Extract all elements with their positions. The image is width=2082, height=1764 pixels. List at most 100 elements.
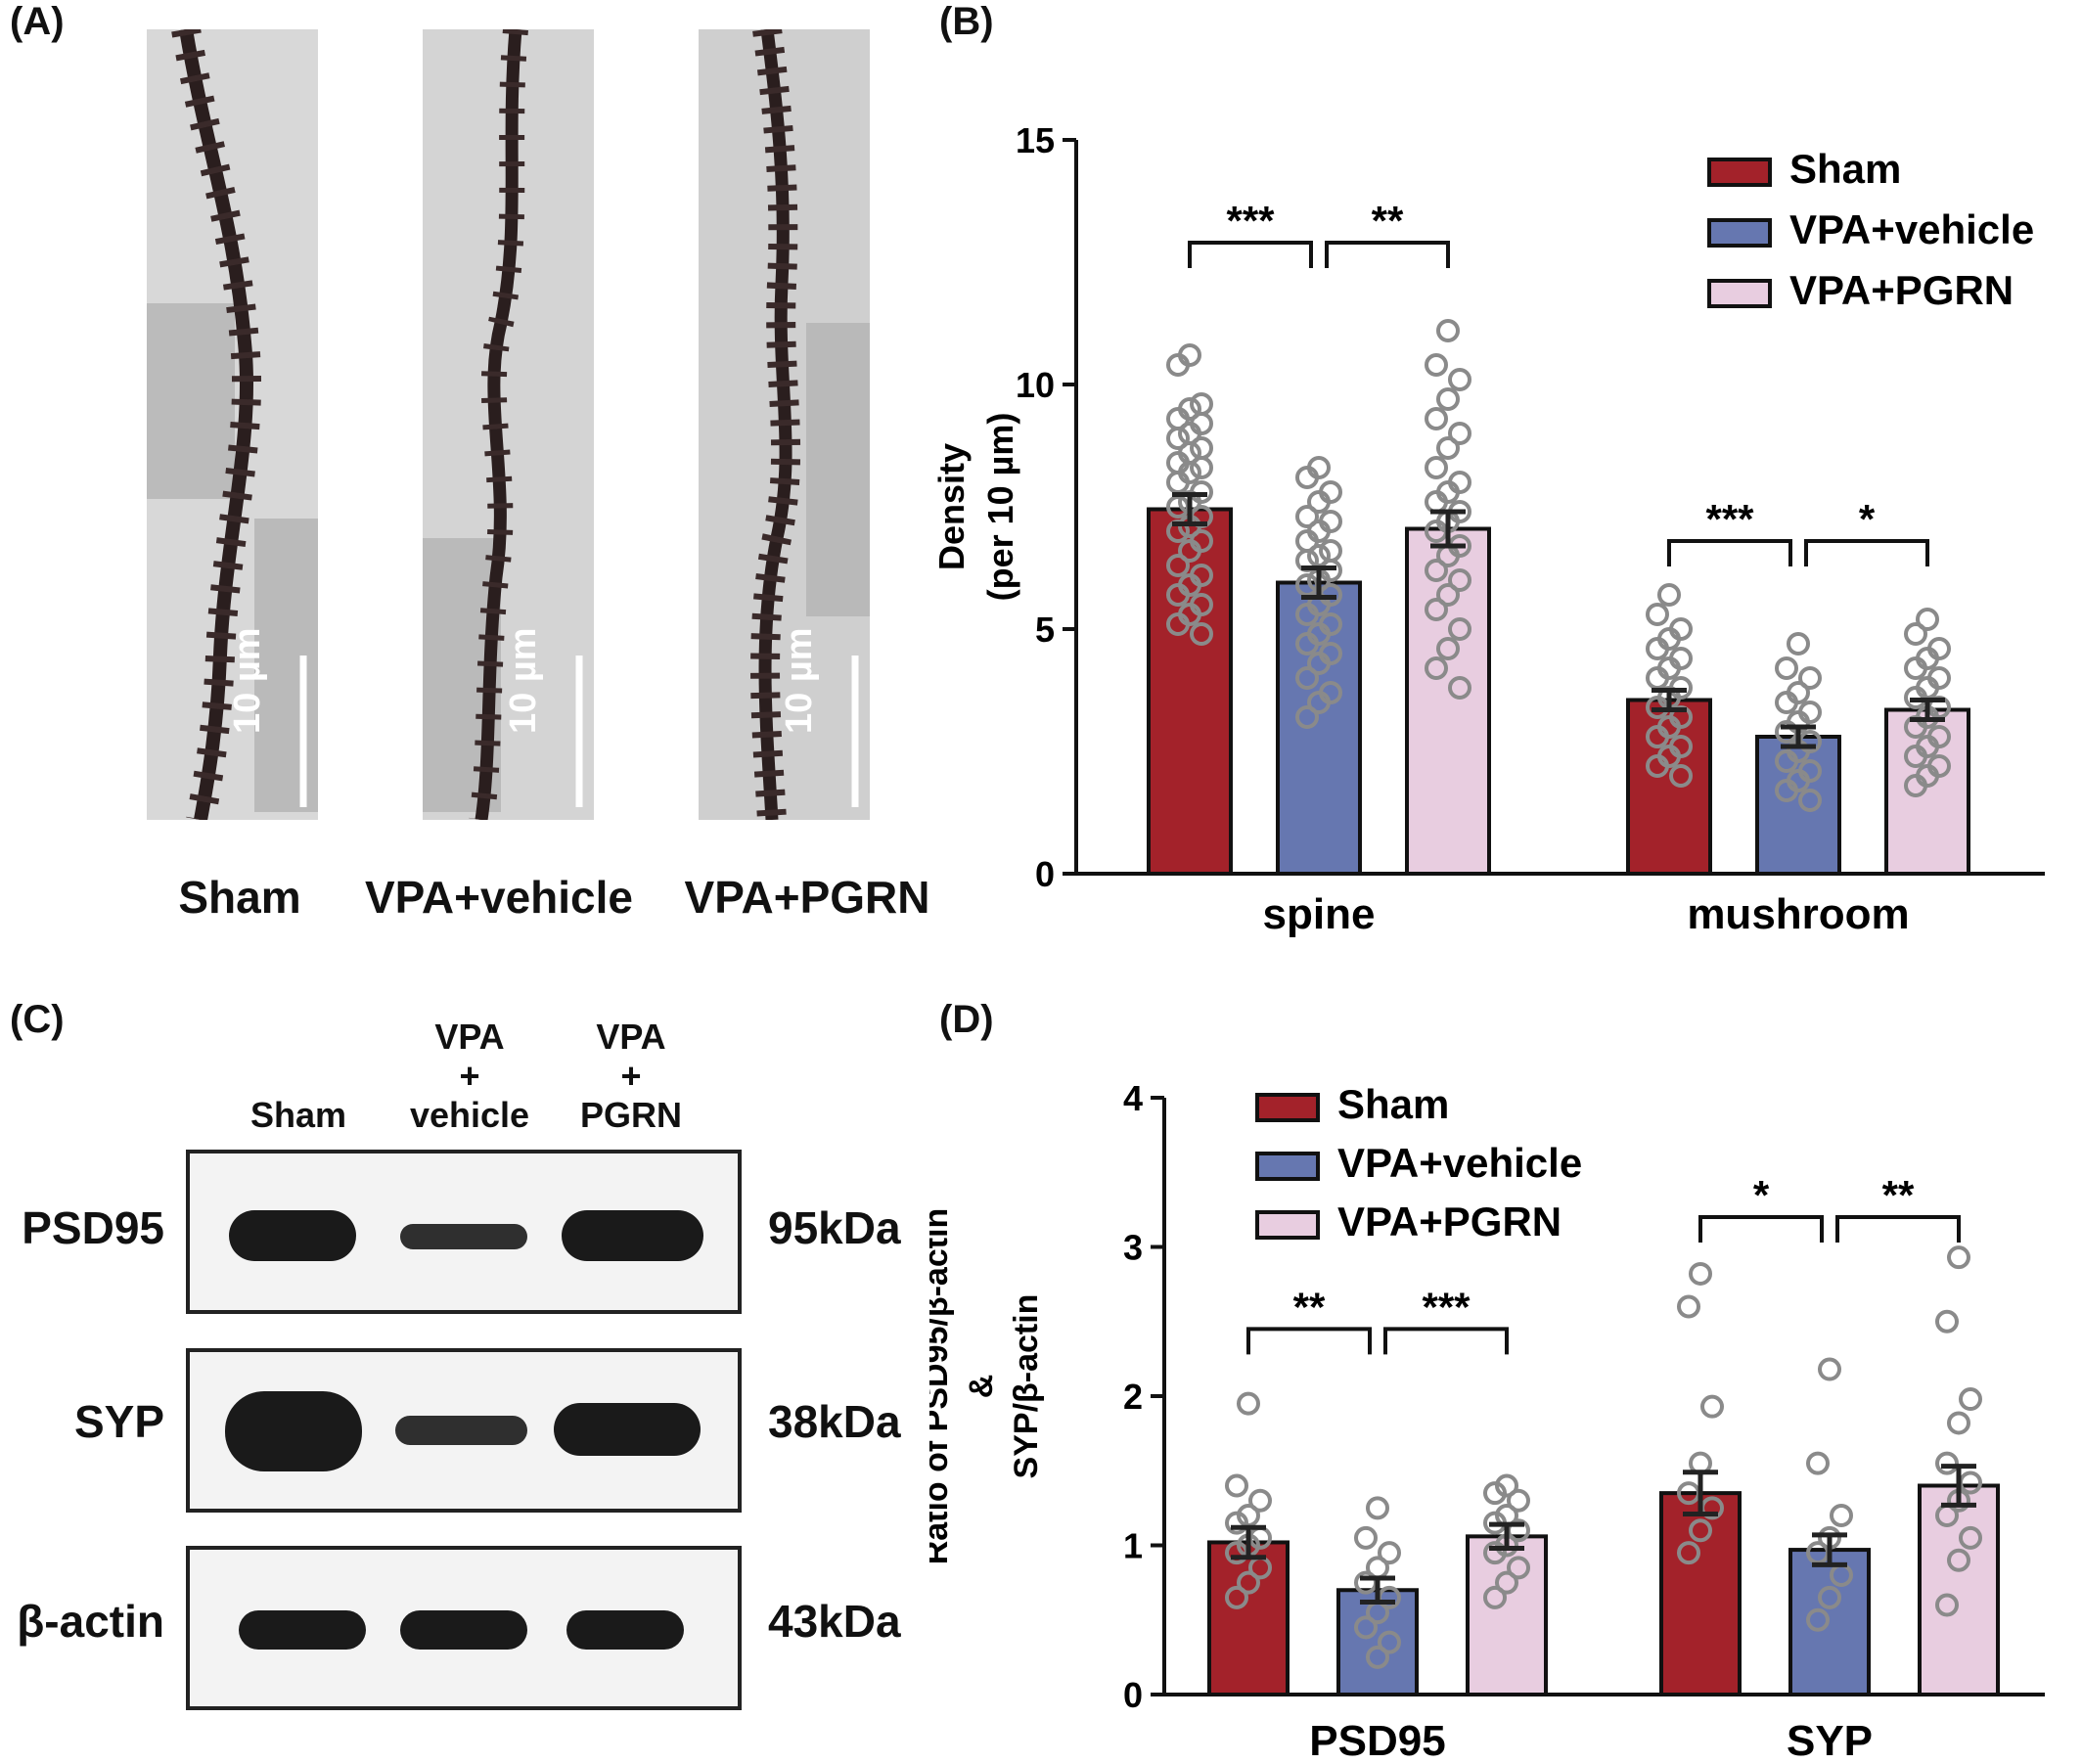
data-point bbox=[1677, 1294, 1700, 1319]
data-point bbox=[1166, 554, 1190, 577]
data-point bbox=[1436, 637, 1460, 660]
blot-band bbox=[395, 1416, 527, 1445]
legend-swatch-vpa-vehicle bbox=[1707, 218, 1772, 248]
significance-label: *** bbox=[1705, 496, 1754, 542]
blot-strip-psd95 bbox=[186, 1150, 742, 1314]
x-category-label-syp: SYP bbox=[1787, 1717, 1873, 1761]
data-point bbox=[1436, 387, 1460, 411]
panel-label-d: (D) bbox=[939, 998, 994, 1041]
data-point bbox=[1904, 622, 1927, 646]
data-point bbox=[1166, 612, 1190, 636]
data-point bbox=[1483, 1541, 1507, 1565]
y-tick-label: 1 bbox=[1123, 1526, 1143, 1566]
significance-bracket bbox=[1246, 1327, 1372, 1355]
data-point bbox=[1166, 583, 1190, 607]
significance-bracket bbox=[1835, 1215, 1961, 1243]
significance-label: ** bbox=[1372, 198, 1404, 244]
micrograph-caption-vpa-pgrn: VPA+PGRN bbox=[684, 872, 930, 923]
data-point bbox=[1295, 466, 1319, 489]
bar-vpa-vehicle-spine bbox=[1276, 580, 1362, 876]
x-category-label-psd95: PSD95 bbox=[1309, 1717, 1445, 1761]
data-point bbox=[1425, 598, 1448, 621]
data-point bbox=[1775, 691, 1798, 714]
data-point bbox=[1190, 392, 1213, 416]
bar-sham-syp bbox=[1659, 1491, 1742, 1696]
data-point bbox=[1775, 779, 1798, 802]
legend-swatch-vpa-pgrn bbox=[1707, 279, 1772, 308]
bar-sham-mushroom bbox=[1626, 698, 1712, 876]
legend-swatch-sham bbox=[1707, 158, 1772, 187]
data-point bbox=[1448, 568, 1471, 592]
legend-swatch-vpa-pgrn bbox=[1255, 1210, 1320, 1240]
data-point bbox=[1646, 603, 1669, 626]
y-tick-label: 15 bbox=[1016, 120, 1055, 160]
legend-swatch-sham bbox=[1255, 1093, 1320, 1122]
micrograph-caption-sham: Sham bbox=[178, 872, 301, 923]
blot-column-header-sham: Sham bbox=[249, 1095, 347, 1135]
data-point bbox=[1818, 1585, 1841, 1609]
data-point bbox=[1935, 1451, 1959, 1475]
data-point bbox=[1904, 745, 1927, 768]
panel-label-a: (A) bbox=[10, 0, 65, 43]
significance-bracket bbox=[1698, 1215, 1824, 1243]
data-point bbox=[1798, 789, 1822, 812]
data-point bbox=[1669, 764, 1693, 788]
data-point bbox=[1448, 676, 1471, 700]
data-point bbox=[1689, 1261, 1712, 1286]
data-point bbox=[1806, 1607, 1830, 1632]
y-axis-label: & bbox=[963, 1375, 1000, 1399]
data-point bbox=[1319, 539, 1342, 563]
blot-row-kda-beta-actin: 43kDa bbox=[768, 1596, 901, 1647]
data-point bbox=[1354, 1525, 1378, 1550]
blot-row-name-beta-actin: β-actin bbox=[17, 1596, 164, 1647]
significance-label: *** bbox=[1226, 198, 1275, 244]
data-point bbox=[1495, 1473, 1518, 1498]
data-point bbox=[1425, 353, 1448, 377]
blot-band bbox=[554, 1403, 701, 1456]
data-point bbox=[1904, 656, 1927, 680]
data-point bbox=[1700, 1394, 1724, 1419]
blot-band bbox=[225, 1391, 362, 1471]
data-point bbox=[1646, 725, 1669, 748]
blot-band bbox=[400, 1224, 527, 1249]
data-point bbox=[1646, 637, 1669, 660]
scale-bar-label: 10 µm bbox=[227, 627, 268, 734]
data-point bbox=[1436, 436, 1460, 460]
bar-vpa-vehicle-mushroom bbox=[1755, 735, 1841, 876]
significance-label: ** bbox=[1293, 1284, 1326, 1330]
data-point bbox=[1507, 1556, 1530, 1580]
blot-band bbox=[239, 1610, 366, 1650]
data-point bbox=[1689, 1518, 1712, 1543]
blot-row-kda-psd95: 95kDa bbox=[768, 1202, 901, 1253]
data-point bbox=[1830, 1504, 1853, 1527]
y-tick-label: 5 bbox=[1035, 610, 1055, 650]
data-point bbox=[1425, 656, 1448, 680]
blot-strip-beta-actin bbox=[186, 1546, 742, 1710]
legend-label-vpa-vehicle: VPA+vehicle bbox=[1789, 206, 2034, 252]
significance-label: ** bbox=[1882, 1172, 1915, 1218]
data-point bbox=[1448, 617, 1471, 641]
legend-label-vpa-pgrn: VPA+PGRN bbox=[1337, 1199, 1562, 1244]
data-point bbox=[1378, 1541, 1401, 1565]
blot-column-header-vpa-vehicle: VPA + vehicle bbox=[409, 1017, 530, 1135]
data-point bbox=[1366, 1645, 1389, 1669]
data-point bbox=[1425, 456, 1448, 479]
x-category-label-mushroom: mushroom bbox=[1687, 890, 1909, 938]
chart-d: 0 1 2 3 4 Ratio of PSD95/β-actin & SYP/β-actin P… bbox=[929, 1078, 2045, 1761]
blot-band bbox=[400, 1610, 527, 1650]
blot-band bbox=[566, 1610, 684, 1650]
data-point bbox=[1959, 1387, 1982, 1412]
data-point bbox=[1935, 1593, 1959, 1617]
data-point bbox=[1307, 652, 1331, 675]
bar-vpa-vehicle-syp bbox=[1788, 1548, 1871, 1697]
data-point bbox=[1904, 774, 1927, 797]
blot-column-header-vpa-pgrn: VPA + PGRN bbox=[579, 1017, 682, 1135]
data-point bbox=[1354, 1615, 1378, 1640]
micrograph-sham: 10 µm bbox=[147, 29, 318, 820]
panel-label-c: (C) bbox=[10, 998, 65, 1041]
data-point bbox=[1366, 1496, 1389, 1520]
data-point bbox=[1775, 656, 1798, 680]
data-point bbox=[1818, 1357, 1841, 1381]
y-tick-label: 0 bbox=[1123, 1675, 1143, 1715]
blot-band bbox=[229, 1210, 356, 1261]
